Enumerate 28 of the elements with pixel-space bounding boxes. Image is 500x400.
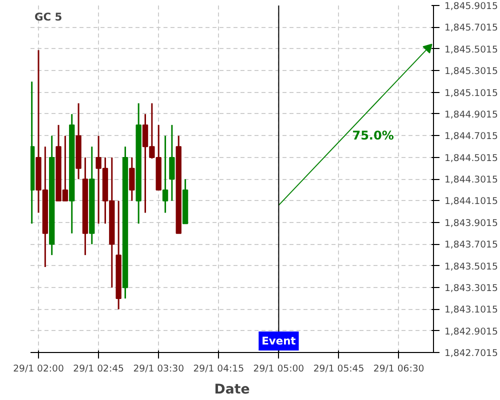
- x-tick-label: 29/1 06:30: [373, 364, 424, 374]
- ref-line-label: Event: [262, 334, 296, 348]
- y-tick-label: 1,844.1015: [444, 196, 498, 208]
- y-tick-label: 1,844.7015: [444, 131, 498, 142]
- y-tick-label: 1,843.7015: [444, 240, 498, 251]
- text: GC 5: [34, 10, 62, 24]
- x-tick-label: 29/1 05:45: [313, 364, 364, 374]
- annotation: 75.0%: [352, 128, 394, 143]
- y-tick-label: 1,845.7015: [444, 22, 498, 34]
- y-tick-label: 1,845.9015: [444, 1, 498, 12]
- y-tick-label: 1,845.1015: [444, 88, 498, 99]
- x-axis-title: Date: [214, 382, 250, 398]
- y-tick-label: 1,845.3015: [444, 66, 498, 78]
- x-tick-label: 29/1 02:00: [13, 364, 64, 374]
- y-tick-label: 1,844.3015: [444, 174, 498, 186]
- y-tick-label: 1,843.1015: [444, 304, 498, 316]
- x-tick-label: 29/1 03:30: [133, 364, 184, 374]
- x-tick-label: 29/1 02:45: [73, 364, 124, 374]
- y-tick-label: 1,842.9015: [444, 326, 498, 338]
- y-tick-label: 1,844.9015: [444, 109, 498, 120]
- y-tick-label: 1,842.7015: [444, 348, 498, 359]
- y-tick-label: 1,843.3015: [444, 282, 498, 294]
- x-tick-label: 29/1 05:00: [253, 364, 304, 374]
- y-tick-label: 1,843.5015: [444, 261, 498, 272]
- x-tick-label: 29/1 04:15: [193, 364, 244, 374]
- y-tick-label: 1,845.5015: [444, 44, 498, 56]
- y-tick-label: 1,844.5015: [444, 152, 498, 164]
- y-tick-label: 1,843.9015: [444, 218, 498, 229]
